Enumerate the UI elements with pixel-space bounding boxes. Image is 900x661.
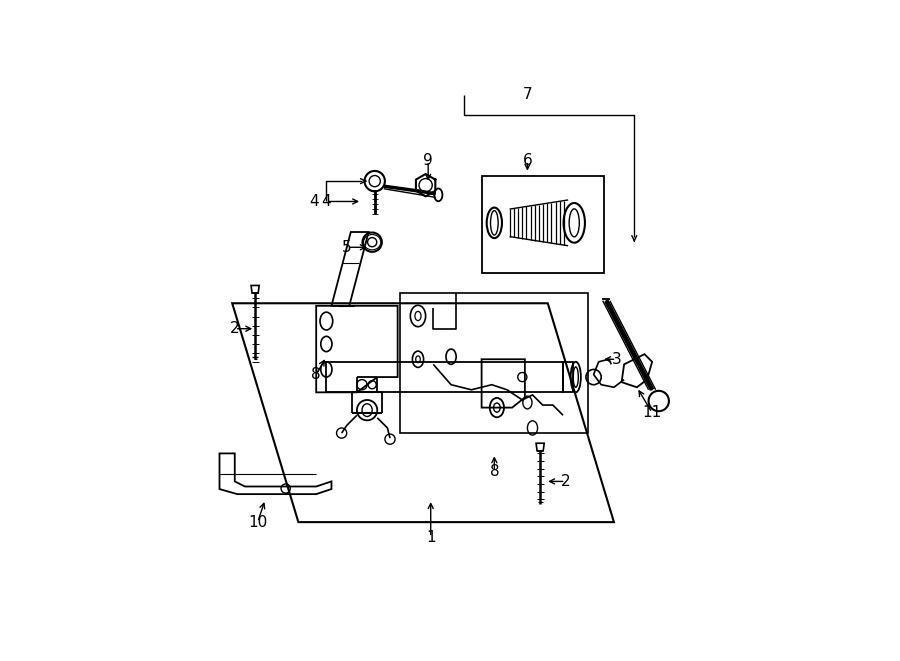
Text: 8: 8 (311, 367, 321, 382)
Text: 4: 4 (309, 194, 319, 209)
Text: 3: 3 (612, 352, 621, 367)
Text: 8: 8 (490, 464, 500, 479)
Text: 2: 2 (561, 474, 571, 489)
Text: 7: 7 (523, 87, 532, 102)
Text: 4: 4 (321, 194, 331, 209)
Text: 6: 6 (523, 153, 532, 169)
Text: 1: 1 (426, 530, 436, 545)
Text: 2: 2 (230, 321, 239, 336)
Text: 9: 9 (423, 153, 433, 169)
Text: 11: 11 (643, 405, 662, 420)
Text: 5: 5 (342, 240, 352, 254)
Text: 10: 10 (248, 515, 267, 529)
